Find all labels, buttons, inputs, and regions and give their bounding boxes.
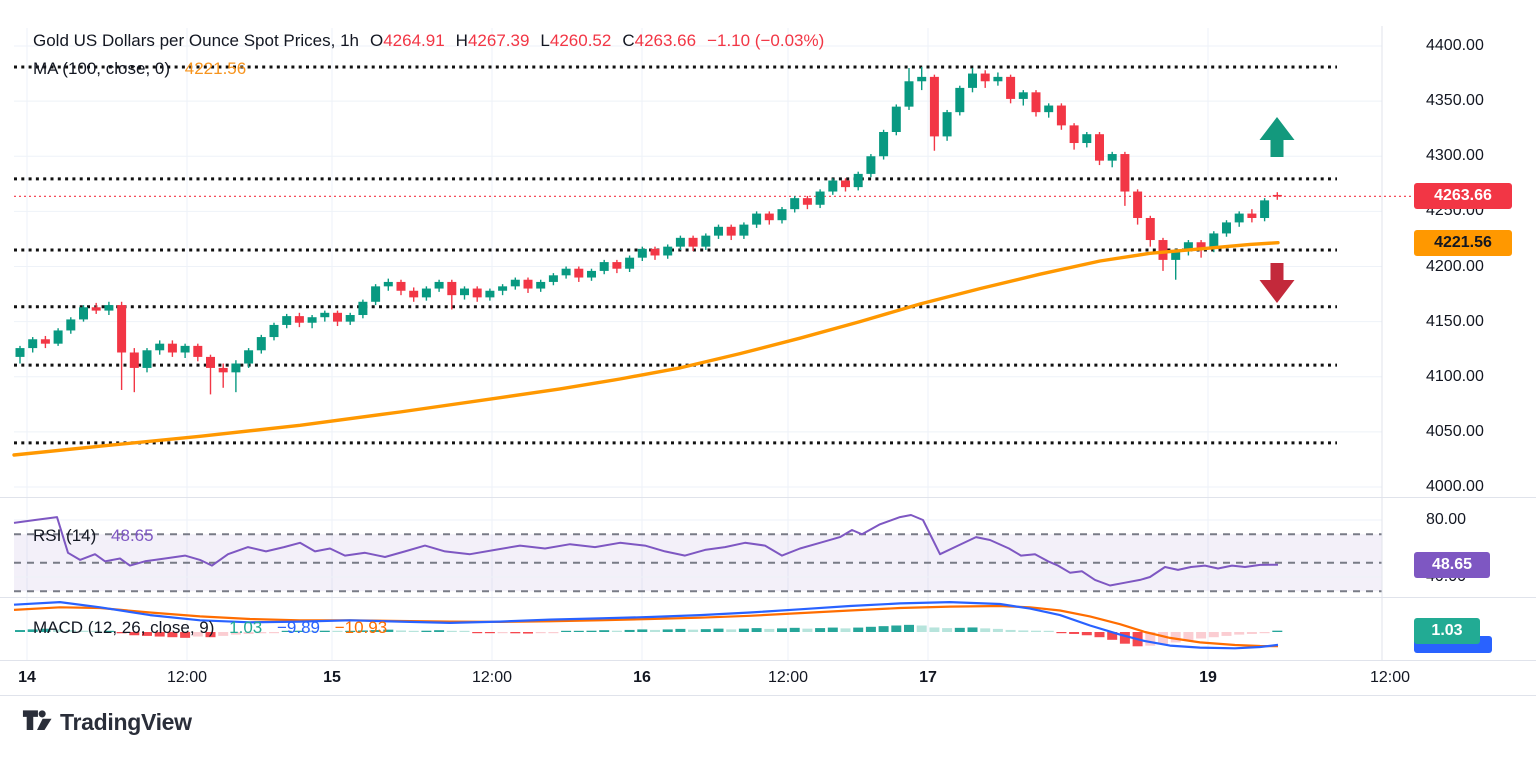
ohlc-letter: O [369,31,384,50]
macd-legend: MACD (12, 26, close, 9) 1.03 −9.89 −10.9… [33,617,387,639]
macd-line-value: −9.89 [276,618,320,637]
time-tick-label: 12:00 [166,669,208,686]
symbol-title: Gold US Dollars per Ounce Spot Prices, 1… [33,31,359,50]
macd-hist-value: 1.03 [229,618,263,637]
ohlc-value: 4263.66 [634,31,697,50]
time-tick-label: 12:00 [471,669,513,686]
tradingview-logo-icon [22,710,52,730]
macd-signal-value: −10.93 [334,618,388,637]
chart-legend: Gold US Dollars per Ounce Spot Prices, 1… [33,30,824,52]
ma-legend: MA (100, close, 0) 4221.56 [33,58,246,80]
ohlc-letter: C [622,31,635,50]
time-tick-label: 15 [323,669,341,686]
time-tick-label: 14 [18,669,36,686]
up-arrow-annotation [1259,117,1295,157]
change-value: −1.10 (−0.03%) [707,31,825,50]
time-tick-label: 19 [1199,669,1217,686]
price-tick-label: 4400.00 [1426,37,1484,54]
ohlc-letter: L [540,31,550,50]
rsi-tick-label: 80.00 [1426,511,1467,528]
price-tick-label: 4350.00 [1426,92,1484,110]
price-tick-label: 4050.00 [1426,422,1484,440]
last-price-badge: 4263.66 [1414,183,1512,210]
ohlc-values: O4264.91 H4267.39 L4260.52 C4263.66 [359,31,696,50]
time-tick-label: 17 [919,669,937,686]
price-tick-label: 4150.00 [1426,312,1484,330]
rsi-legend: RSI (14) 48.65 [33,525,154,547]
tradingview-logo[interactable]: TradingView [22,709,192,736]
rsi-value-badge: 48.65 [1414,551,1490,578]
ohlc-value: 4260.52 [549,31,612,50]
ma-value: 4221.56 [184,59,247,78]
rsi-label: RSI (14) [33,526,97,545]
price-tick-label: 4300.00 [1426,147,1484,165]
price-tick-label: 4200.00 [1426,257,1484,275]
time-tick-label: 16 [633,669,651,686]
macd-label: MACD (12, 26, close, 9) [33,618,215,637]
ma-price-badge: 4221.56 [1414,229,1512,256]
price-tick-label: 4000.00 [1426,478,1484,495]
time-tick-label: 12:00 [1369,669,1411,686]
tradingview-logo-text: TradingView [60,709,192,735]
ohlc-value: 4267.39 [467,31,530,50]
price-tick-label: 4100.00 [1426,367,1484,385]
macd-hist-badge: 1.03 [1414,617,1480,644]
time-tick-label: 12:00 [767,669,809,686]
rsi-value: 48.65 [111,526,154,545]
ohlc-value: 4264.91 [383,31,445,50]
ohlc-letter: H [455,31,468,50]
ma-label: MA (100, close, 0) [33,59,171,78]
down-arrow-annotation [1259,263,1295,303]
